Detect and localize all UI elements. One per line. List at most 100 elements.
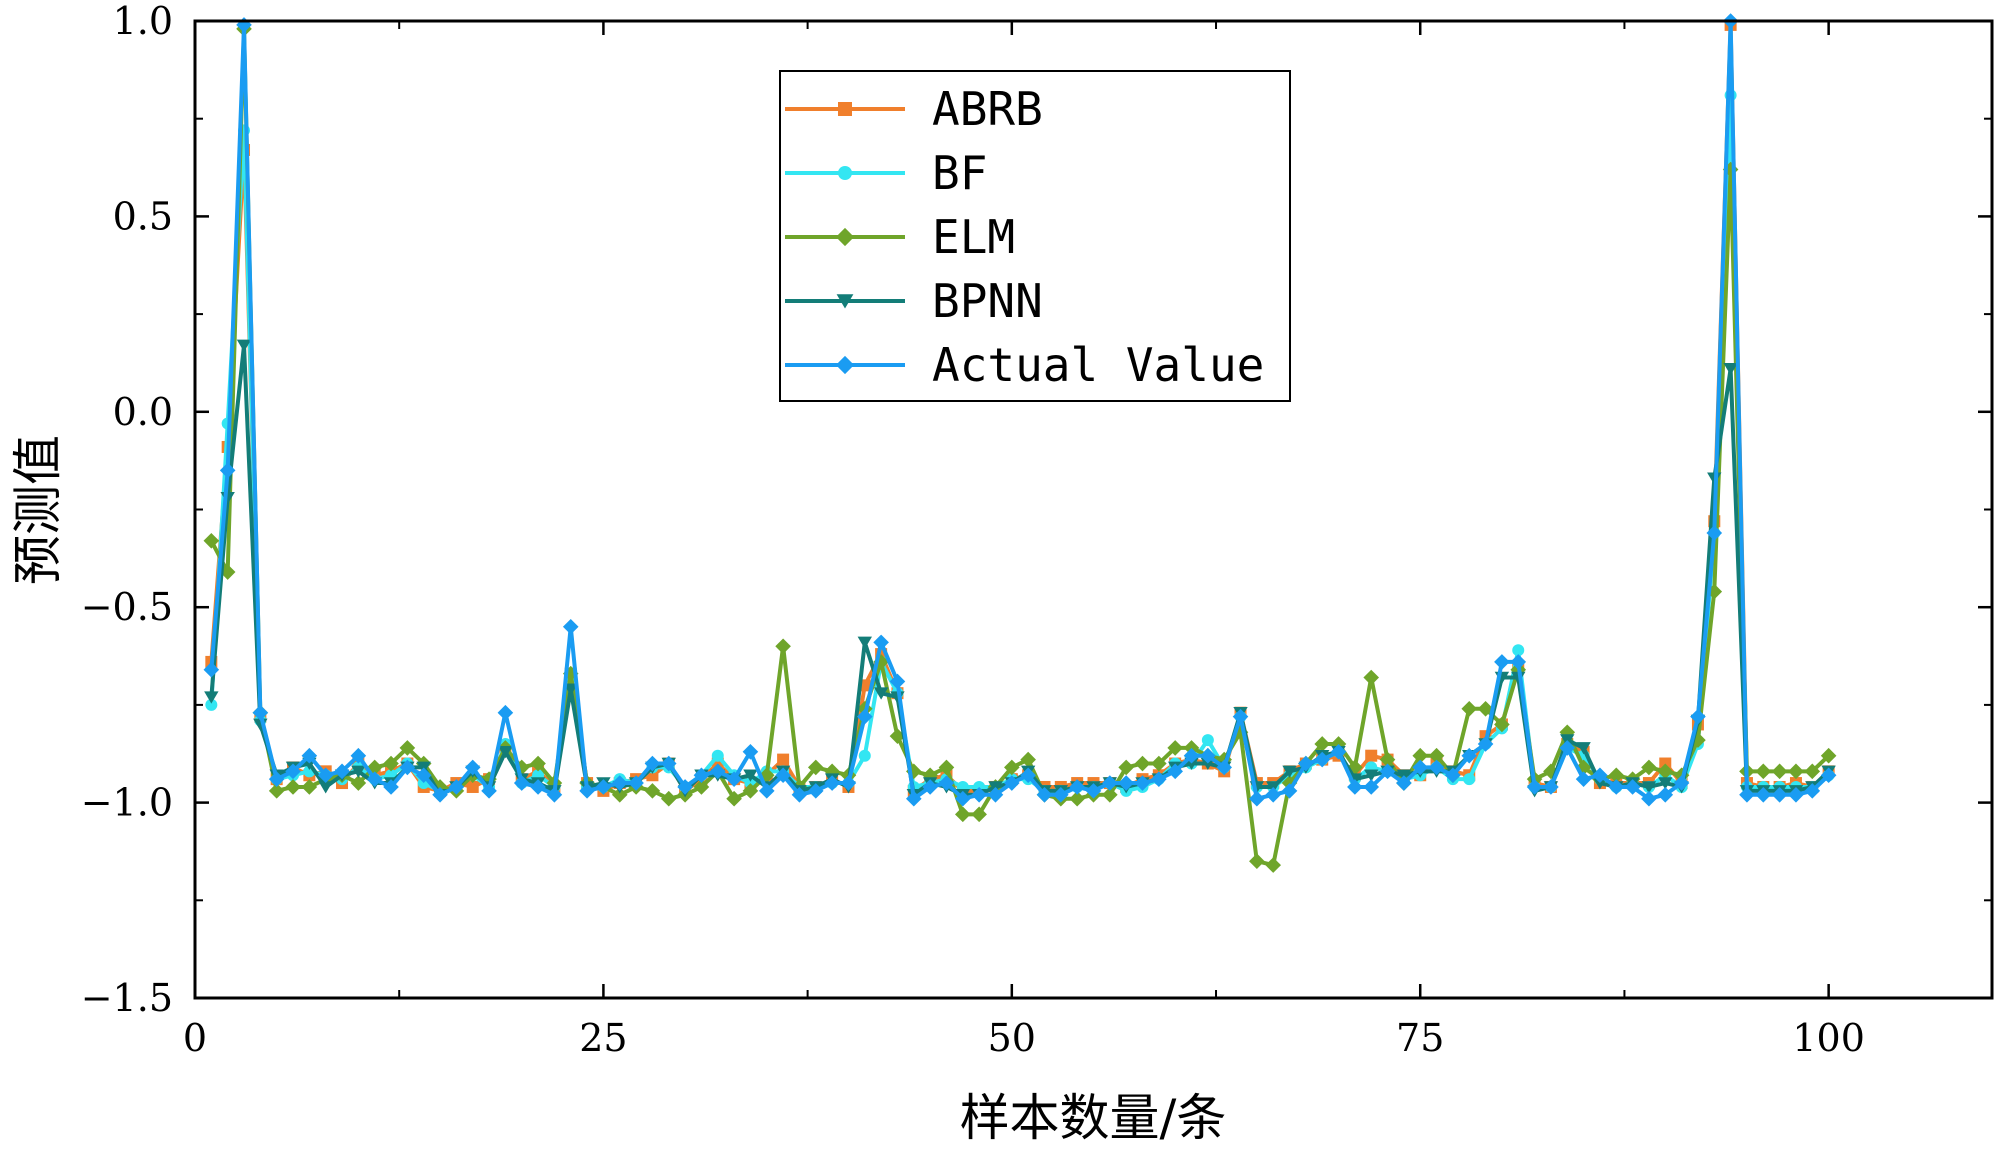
data-point xyxy=(807,783,824,799)
data-point xyxy=(513,775,530,791)
data-point xyxy=(660,790,677,807)
x-axis-title: 样本数量/条 xyxy=(960,1089,1227,1147)
data-point xyxy=(432,779,448,795)
data-point xyxy=(1216,759,1232,776)
data-point xyxy=(1445,767,1461,784)
data-point xyxy=(1200,747,1216,764)
y-tick-label: −0.5 xyxy=(81,585,173,629)
data-point xyxy=(1183,747,1200,764)
data-point xyxy=(1576,742,1591,755)
data-point xyxy=(268,771,285,787)
data-point xyxy=(1102,786,1118,803)
data-point xyxy=(1755,763,1772,780)
legend-label: ELM xyxy=(932,210,1015,264)
data-point xyxy=(351,765,366,778)
data-point xyxy=(726,790,742,807)
data-point xyxy=(579,783,595,799)
data-point xyxy=(693,767,710,784)
data-point xyxy=(1559,740,1576,756)
data-point xyxy=(955,790,971,807)
data-point xyxy=(1347,779,1363,795)
data-point xyxy=(301,779,318,795)
data-point xyxy=(1053,786,1069,803)
legend-marker xyxy=(835,227,855,247)
data-point xyxy=(1494,716,1510,733)
data-point xyxy=(955,806,971,823)
data-point xyxy=(693,779,710,795)
axis-layer: 0 25 50 75 100 −1.5 −1.0 −0.5 0.0 0.5 1.0 xyxy=(81,0,1992,1060)
data-point xyxy=(595,779,612,795)
data-point xyxy=(1004,759,1020,776)
data-point xyxy=(1118,775,1134,791)
y-tick-label: 0.5 xyxy=(113,194,173,238)
data-point xyxy=(856,708,873,725)
data-point xyxy=(611,775,628,791)
data-point xyxy=(1118,759,1134,776)
data-point xyxy=(236,339,252,352)
data-point xyxy=(1379,751,1396,768)
data-point xyxy=(922,779,938,795)
data-point xyxy=(432,786,448,803)
data-point xyxy=(1281,783,1298,799)
data-point xyxy=(1412,759,1429,776)
data-point xyxy=(285,779,301,795)
data-point xyxy=(1820,767,1837,784)
data-point xyxy=(1543,779,1559,795)
data-point xyxy=(350,747,367,764)
data-point xyxy=(1657,763,1674,780)
legend-entry: BF xyxy=(785,146,987,200)
data-point xyxy=(285,763,301,780)
data-point xyxy=(971,786,987,803)
data-point xyxy=(203,661,220,678)
data-point xyxy=(1494,654,1510,670)
data-point xyxy=(644,755,661,772)
data-point xyxy=(628,775,644,791)
data-point xyxy=(1167,740,1183,756)
data-point xyxy=(938,759,955,776)
x-tick-label: 75 xyxy=(1396,1016,1444,1060)
data-point xyxy=(1461,747,1478,764)
data-point xyxy=(350,775,367,791)
data-point xyxy=(205,698,218,711)
data-point xyxy=(971,806,987,823)
data-point xyxy=(873,687,889,700)
legend: ABRB BF ELM BPNN Actual Value xyxy=(779,70,1291,402)
data-point xyxy=(1624,779,1641,795)
data-point xyxy=(889,673,906,690)
legend-label: BPNN xyxy=(932,274,1043,328)
legend-label: ABRB xyxy=(932,82,1043,136)
data-point xyxy=(938,775,955,791)
data-point xyxy=(383,755,399,772)
data-point xyxy=(1592,777,1608,790)
data-point xyxy=(906,790,922,807)
legend-marker xyxy=(836,294,854,309)
data-point xyxy=(873,634,889,651)
data-point xyxy=(530,779,546,795)
data-point xyxy=(1314,751,1331,768)
data-point xyxy=(1788,763,1804,780)
data-point xyxy=(1365,749,1378,762)
x-tick-label: 0 xyxy=(183,1016,207,1060)
data-point xyxy=(1658,777,1673,790)
data-point xyxy=(1102,775,1118,791)
data-point xyxy=(1085,783,1102,799)
data-point xyxy=(1690,708,1706,725)
data-point xyxy=(498,746,513,759)
data-point xyxy=(317,767,334,784)
legend-entry: BPNN xyxy=(785,274,1043,328)
data-point xyxy=(1298,755,1314,772)
data-point xyxy=(1069,779,1085,795)
data-point xyxy=(1265,786,1281,803)
data-point xyxy=(1739,786,1755,803)
data-point xyxy=(1249,853,1265,870)
data-point xyxy=(1232,708,1249,725)
data-point xyxy=(1314,736,1331,752)
data-point xyxy=(1512,644,1525,657)
data-point xyxy=(726,771,742,787)
data-point xyxy=(1477,736,1494,752)
legend-marker xyxy=(838,166,852,180)
data-point xyxy=(481,783,497,799)
data-point xyxy=(562,618,579,635)
data-point xyxy=(203,532,220,549)
data-point xyxy=(1020,767,1036,784)
